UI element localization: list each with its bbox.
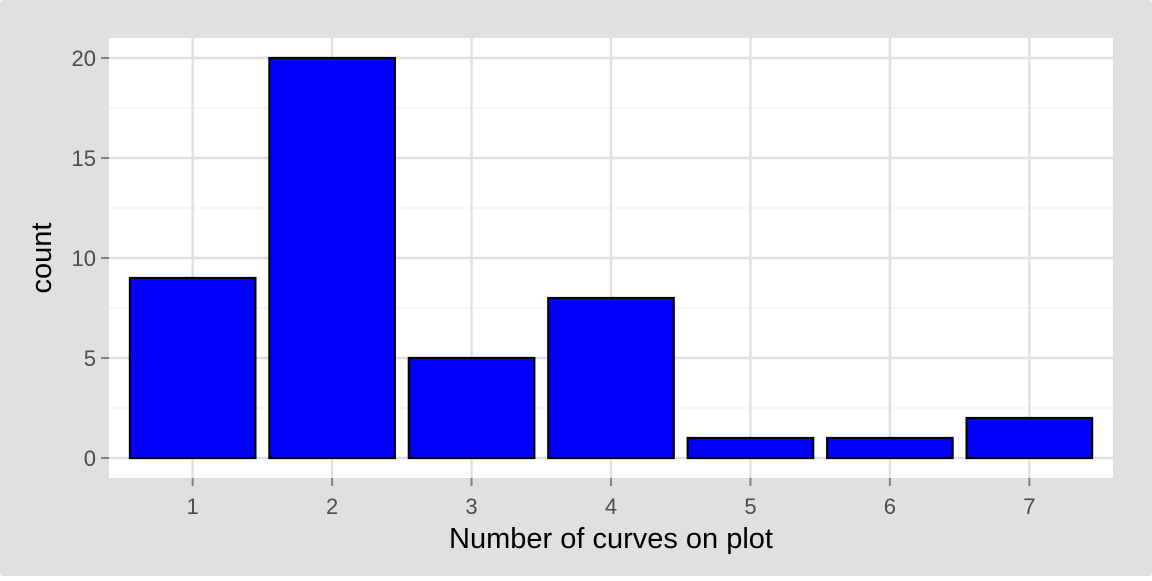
x-axis: 1 2 3 4 5 6 7: [187, 478, 1035, 519]
x-tick-label: 5: [744, 494, 756, 519]
x-tick-label: 6: [884, 494, 896, 519]
y-axis: 0 5 10 15 20: [72, 46, 109, 471]
bar-3: [407, 356, 536, 460]
x-tick-label: 2: [326, 494, 338, 519]
y-tick-label: 5: [84, 346, 96, 371]
bar-6: [826, 436, 954, 460]
y-tick-label: 10: [72, 246, 96, 271]
y-axis-title: count: [26, 223, 58, 294]
x-axis-title: Number of curves on plot: [449, 523, 773, 555]
y-tick-label: 0: [84, 446, 96, 471]
x-tick-label: 4: [605, 494, 617, 519]
bars: [128, 56, 1094, 460]
bar-7: [965, 416, 1094, 460]
bar-5: [686, 436, 815, 460]
x-tick-label: 3: [465, 494, 477, 519]
x-tick-label: 7: [1023, 494, 1035, 519]
bar-2: [268, 56, 396, 460]
y-tick-label: 15: [72, 146, 96, 171]
bar-4: [547, 296, 675, 460]
y-tick-label: 20: [72, 46, 96, 71]
bar-1: [128, 276, 257, 460]
x-tick-label: 1: [187, 494, 199, 519]
